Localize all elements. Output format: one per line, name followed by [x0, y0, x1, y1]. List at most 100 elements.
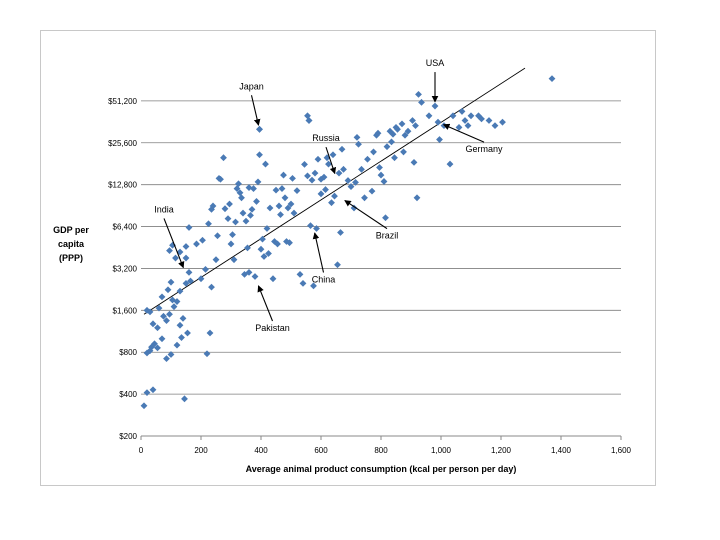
data-point	[458, 108, 466, 115]
data-point	[251, 273, 259, 280]
data-point	[389, 130, 397, 138]
annotation-arrow	[312, 232, 325, 273]
data-point	[329, 151, 337, 159]
data-point	[328, 199, 335, 207]
annotation-usa: USA	[426, 58, 445, 68]
data-point	[259, 235, 266, 243]
data-point	[214, 232, 221, 240]
data-point	[277, 211, 284, 219]
annotation-germany: Germany	[465, 144, 503, 154]
data-point	[377, 171, 385, 179]
y-tick-label: $3,200	[113, 264, 138, 273]
data-point	[293, 187, 301, 195]
annotation-arrow	[344, 200, 388, 230]
annotation-arrow	[163, 218, 185, 269]
data-point	[289, 174, 296, 182]
y-axis-title-line1: GDP per	[53, 225, 89, 235]
data-point	[202, 265, 209, 273]
data-point	[250, 185, 257, 192]
data-point	[262, 160, 269, 168]
data-point	[232, 218, 239, 226]
data-point	[313, 225, 320, 232]
data-point	[182, 279, 190, 287]
data-point	[410, 159, 418, 166]
data-point	[239, 209, 247, 217]
y-tick-label: $25,600	[108, 139, 137, 148]
data-point	[242, 217, 250, 225]
data-point	[149, 320, 157, 328]
data-point	[170, 303, 178, 311]
data-point	[404, 127, 412, 135]
x-tick-label: 1,000	[431, 446, 452, 455]
gridlines	[141, 100, 621, 437]
data-point	[338, 145, 346, 153]
data-point	[235, 180, 242, 188]
data-point	[350, 204, 358, 212]
data-point	[299, 279, 307, 287]
data-point	[158, 335, 166, 343]
data-point	[368, 187, 376, 195]
data-point	[167, 351, 175, 358]
data-point	[311, 169, 319, 177]
data-point	[340, 165, 347, 173]
data-point	[149, 386, 157, 394]
data-point	[155, 304, 163, 312]
data-point	[184, 329, 191, 337]
data-point	[206, 329, 214, 337]
data-point	[154, 324, 161, 332]
data-point	[355, 140, 362, 148]
y-tick-label: $51,200	[108, 97, 137, 106]
annotation-arrow	[442, 123, 485, 143]
data-point	[154, 344, 161, 352]
x-tick-label: 1,200	[491, 446, 512, 455]
data-point	[227, 240, 235, 248]
data-point	[499, 118, 506, 126]
data-point	[449, 112, 457, 120]
data-point	[431, 102, 439, 110]
y-tick-label: $6,400	[113, 223, 138, 232]
annotations: USA Japan Russia Germany India Brazil China Pak…	[154, 58, 503, 333]
data-point	[281, 194, 289, 202]
data-point	[491, 122, 499, 130]
data-point	[245, 268, 253, 276]
data-point	[304, 112, 311, 120]
data-point	[212, 256, 220, 264]
data-point	[238, 194, 245, 202]
data-point	[373, 131, 380, 139]
annotation-arrow	[325, 146, 337, 175]
data-point	[160, 312, 167, 320]
data-point	[182, 243, 190, 250]
data-point	[193, 240, 200, 248]
y-tick-label: $400	[119, 390, 137, 399]
data-point	[166, 310, 173, 318]
data-point	[464, 122, 472, 130]
annotation-pakistan: Pakistan	[255, 323, 290, 333]
data-point	[166, 247, 173, 254]
data-point	[148, 343, 155, 351]
data-point	[205, 220, 212, 228]
data-point	[263, 225, 271, 232]
y-axis-title-line2: capita	[58, 239, 85, 249]
data-point	[266, 204, 274, 212]
x-tick-label: 1,400	[551, 446, 572, 455]
data-point	[323, 154, 331, 162]
data-point	[304, 172, 311, 180]
x-axis-ticks: 0 200 400 600 800 1,000 1,200 1,400 1,600	[139, 436, 632, 455]
data-point	[301, 161, 308, 168]
x-tick-label: 200	[194, 446, 208, 455]
data-point	[386, 127, 394, 135]
data-point	[248, 206, 256, 213]
data-point	[314, 155, 322, 163]
data-point	[275, 202, 283, 210]
data-point	[436, 136, 443, 143]
data-point	[434, 118, 442, 126]
data-point	[208, 283, 215, 291]
data-point	[358, 165, 365, 173]
data-point	[446, 160, 454, 168]
data-point	[382, 214, 389, 222]
data-point	[425, 112, 433, 120]
annotation-japan: Japan	[239, 81, 264, 91]
data-point	[401, 131, 409, 139]
chart-frame: $200 $400 $800 $1,600 $3,200 $6,400 $12,800 $25…	[40, 30, 656, 486]
data-point	[307, 222, 314, 230]
